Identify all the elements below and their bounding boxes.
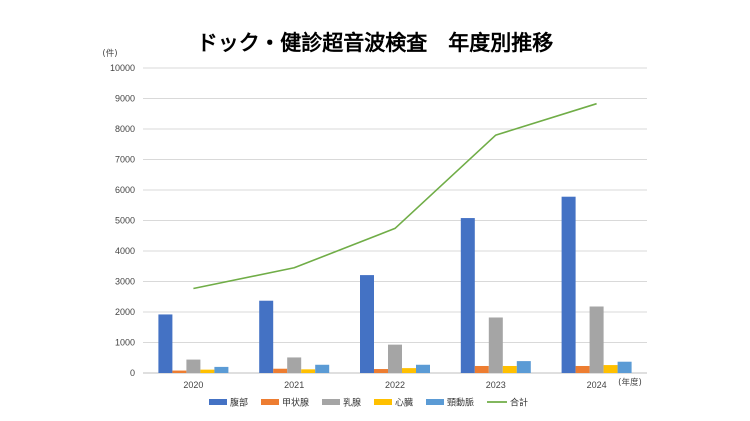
x-tick-label: 2021 xyxy=(284,380,304,390)
bar-甲状腺-2024 xyxy=(575,365,590,373)
legend-item-甲状腺: 甲状腺 xyxy=(261,397,309,409)
bar-心臓-2022 xyxy=(402,368,416,373)
y-tick-label: 1000 xyxy=(115,338,135,348)
y-tick-label: 6000 xyxy=(115,185,135,195)
bar-頸動脈-2023 xyxy=(516,361,531,373)
chart-title: ドック・健診超音波検査 年度別推移 xyxy=(197,31,554,55)
x-tick-label: 2023 xyxy=(486,380,506,390)
bar-心臓-2020 xyxy=(200,369,215,373)
bar-頸動脈-2024 xyxy=(617,361,632,373)
y-tick-label: 9000 xyxy=(115,94,135,104)
bar-心臓-2023 xyxy=(502,365,517,373)
legend-swatch xyxy=(374,399,392,405)
legend-item-乳腺: 乳腺 xyxy=(322,397,361,409)
legend-swatch xyxy=(426,399,444,405)
y-tick-label: 4000 xyxy=(115,246,135,256)
bar-甲状腺-2021 xyxy=(273,368,288,373)
legend-item-頸動脈: 頸動脈 xyxy=(426,397,474,409)
bar-腹部-2021 xyxy=(259,300,274,373)
bar-甲状腺-2023 xyxy=(474,365,489,373)
legend-label: 腹部 xyxy=(230,397,248,409)
bar-乳腺-2022 xyxy=(388,344,402,373)
legend-swatch xyxy=(322,399,340,405)
line-series-合計 xyxy=(193,102,597,290)
legend-item-合計: 合計 xyxy=(487,397,528,409)
bar-頸動脈-2022 xyxy=(416,364,430,373)
x-tick-label: 2024 xyxy=(587,380,607,390)
bar-頸動脈-2020 xyxy=(214,366,229,373)
bar-乳腺-2024 xyxy=(589,306,604,373)
legend-label: 合計 xyxy=(510,397,528,409)
x-axis-ticks: 2020 2021 2022 2023 2024 xyxy=(183,380,606,390)
legend-swatch xyxy=(209,399,227,405)
legend-label: 乳腺 xyxy=(343,397,361,409)
bar-乳腺-2020 xyxy=(186,359,201,373)
bar-頸動脈-2021 xyxy=(315,364,330,373)
legend-label: 頸動脈 xyxy=(447,397,474,409)
bar-心臓-2024 xyxy=(603,365,618,373)
bar-乳腺-2021 xyxy=(287,357,302,373)
y-axis-unit: (件) xyxy=(102,48,117,59)
legend: 腹部 甲状腺 乳腺 心臓 頸動脈 合計 xyxy=(209,397,528,409)
y-tick-label: 0 xyxy=(130,368,135,378)
legend-item-心臓: 心臓 xyxy=(374,398,413,409)
x-tick-label: 2020 xyxy=(183,380,203,390)
y-tick-label: 8000 xyxy=(115,124,135,134)
bar-乳腺-2023 xyxy=(488,317,503,373)
y-axis-ticks: 0 1000 2000 3000 4000 5000 6000 7000 8000 9000 100… xyxy=(110,63,135,378)
legend-label: 甲状腺 xyxy=(282,397,309,409)
y-tick-label: 7000 xyxy=(115,155,135,165)
legend-item-腹部: 腹部 xyxy=(209,397,248,409)
bar-腹部-2022 xyxy=(360,275,374,373)
legend-swatch xyxy=(261,399,279,405)
bar-甲状腺-2020 xyxy=(172,370,187,373)
y-tick-label: 10000 xyxy=(110,63,135,73)
legend-label: 心臓 xyxy=(395,398,413,409)
bar-心臓-2021 xyxy=(301,369,316,373)
x-tick-label: 2022 xyxy=(385,380,405,390)
y-tick-label: 5000 xyxy=(115,216,135,226)
bar-腹部-2023 xyxy=(460,218,475,373)
x-axis-unit: (年度) xyxy=(618,377,642,388)
bar-甲状腺-2022 xyxy=(374,369,388,373)
y-tick-label: 2000 xyxy=(115,307,135,317)
gridlines xyxy=(143,67,647,374)
bars xyxy=(158,196,632,373)
bar-腹部-2020 xyxy=(158,314,173,373)
y-tick-label: 3000 xyxy=(115,277,135,287)
total-line xyxy=(193,102,597,290)
bar-腹部-2024 xyxy=(561,196,576,373)
